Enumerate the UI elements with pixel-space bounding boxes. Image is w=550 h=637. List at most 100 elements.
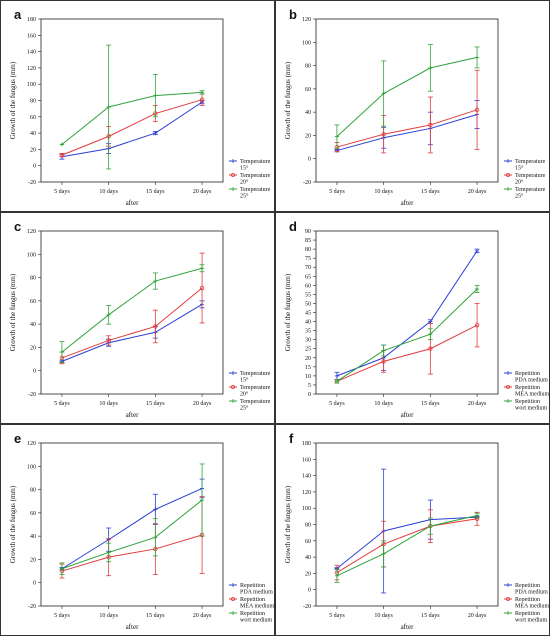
y-tick-label: 160 <box>302 457 311 463</box>
y-tick-label: 35 <box>305 329 311 335</box>
legend-label: 20° <box>515 179 524 186</box>
y-tick-label: 160 <box>27 33 36 39</box>
y-tick-label: 60 <box>30 115 36 121</box>
y-tick-label: 85 <box>305 238 311 244</box>
legend-label: 15° <box>240 165 249 172</box>
plot-frame <box>40 230 224 395</box>
legend-label: Repetition <box>240 583 265 589</box>
x-tick-label: 20 days <box>193 189 212 195</box>
chart-panel-a: a -20 0 20 40 60 80 100 120 140 160 180 5 days 10 day… <box>0 0 275 212</box>
legend-label: Temperature <box>240 371 271 377</box>
data-point <box>475 55 480 60</box>
data-point <box>475 248 480 253</box>
data-point <box>381 132 386 137</box>
data-point <box>334 373 339 378</box>
y-tick-label: 50 <box>305 301 311 307</box>
x-tick-label: 15 days <box>146 613 165 619</box>
series-line <box>61 267 203 353</box>
legend-label: Temperature <box>515 187 546 193</box>
y-tick-label: 10 <box>305 374 311 380</box>
y-tick-label: 80 <box>30 99 36 105</box>
y-tick-label: 80 <box>305 523 311 529</box>
data-point <box>474 322 480 328</box>
legend-label: Temperature <box>515 159 546 165</box>
chart-svg: d 0 5 10 15 20 25 30 35 40 45 50 55 60 65 70 75 80 85 90 5 d… <box>284 219 549 419</box>
series-line <box>336 288 478 382</box>
series-line <box>61 91 203 145</box>
y-tick-label: 60 <box>30 299 36 305</box>
legend-label: 20° <box>240 391 249 398</box>
legend-marker <box>506 371 510 375</box>
x-axis-label: after <box>126 411 139 419</box>
legend-marker <box>505 596 510 601</box>
series-line <box>336 516 478 569</box>
y-axis-label: Growth of the fungus (mm) <box>9 273 17 351</box>
chart-panel-c: c -20 0 20 40 60 80 100 120 5 days 10 days 15 days 2… <box>0 212 275 424</box>
data-point <box>153 279 158 284</box>
x-tick-label: 20 days <box>193 401 212 407</box>
y-tick-label: 120 <box>27 66 36 72</box>
legend-marker <box>505 384 510 389</box>
data-point <box>334 379 339 384</box>
x-axis-label: after <box>126 199 139 207</box>
series-line <box>61 101 203 158</box>
legend-label: 20° <box>240 179 249 186</box>
legend-marker <box>231 159 235 163</box>
x-axis-label: after <box>401 411 414 419</box>
series-line <box>61 487 203 570</box>
series-line <box>61 303 203 362</box>
series-line <box>61 287 203 359</box>
data-point <box>334 134 339 139</box>
data-point <box>428 332 433 337</box>
y-tick-label: 20 <box>30 345 36 351</box>
legend-marker <box>231 399 235 403</box>
panel-letter: b <box>289 7 297 22</box>
legend-label: 15° <box>515 165 524 172</box>
legend-marker <box>505 172 510 177</box>
y-tick-label: 70 <box>305 265 311 271</box>
data-point <box>428 346 433 351</box>
y-tick-label: 40 <box>305 110 311 116</box>
y-tick-label: 120 <box>27 229 36 235</box>
plot-frame <box>315 442 499 607</box>
y-tick-label: 15 <box>305 365 311 371</box>
y-tick-label: 120 <box>302 17 311 23</box>
panel-letter: a <box>14 7 22 22</box>
y-tick-label: -20 <box>303 604 311 610</box>
y-axis-label: Growth of the fungus (mm) <box>284 273 292 351</box>
series-line <box>336 518 478 574</box>
data-point <box>153 507 158 512</box>
x-tick-label: 20 days <box>468 613 487 619</box>
x-tick-label: 5 days <box>329 401 345 407</box>
y-tick-label: 60 <box>305 539 311 545</box>
x-tick-label: 5 days <box>329 613 345 619</box>
y-tick-label: 25 <box>305 347 311 353</box>
y-tick-label: 0 <box>308 588 311 594</box>
legend-label: wort medium <box>515 406 547 412</box>
legend-label: 15° <box>240 377 249 384</box>
y-tick-label: -20 <box>28 392 36 398</box>
y-tick-label: 55 <box>305 292 311 298</box>
data-point <box>106 105 111 110</box>
y-tick-label: 0 <box>33 369 36 375</box>
legend-label: wort medium <box>515 618 547 624</box>
y-tick-label: 80 <box>30 276 36 282</box>
legend-label: 25° <box>240 405 249 412</box>
series-2: Temperature 20° <box>334 69 546 186</box>
panel-letter: f <box>289 431 294 446</box>
y-tick-label: 45 <box>305 311 311 317</box>
x-tick-label: 15 days <box>421 189 440 195</box>
legend-marker <box>231 187 235 191</box>
chart-panel-e: e -20 0 20 40 60 80 100 120 5 days 10 days 15 days 2… <box>0 424 275 636</box>
y-tick-label: -20 <box>303 180 311 186</box>
x-tick-label: 5 days <box>54 613 70 619</box>
legend-label: PDA medium <box>240 590 273 596</box>
